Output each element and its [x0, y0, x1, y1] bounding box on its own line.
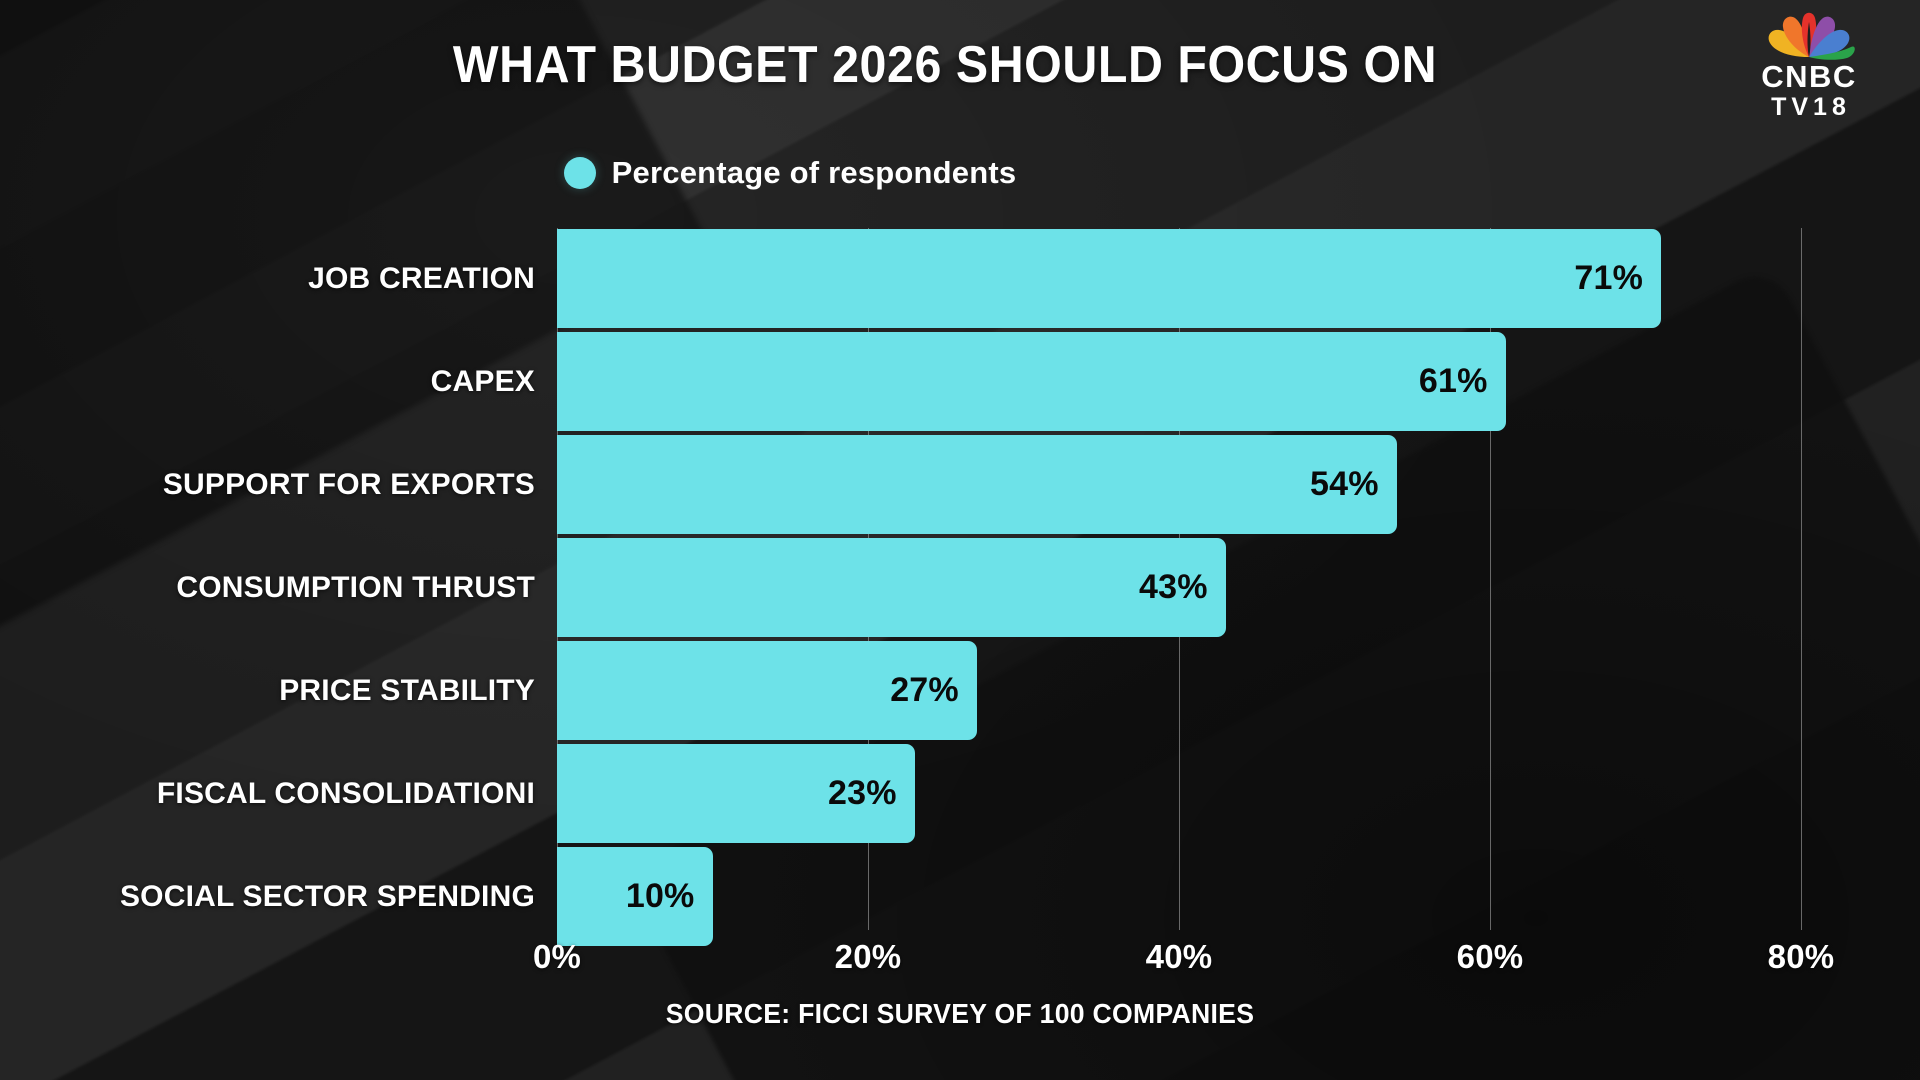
chart-row: SUPPORT FOR EXPORTS 54%	[0, 435, 1920, 534]
bar[interactable]: 27%	[557, 641, 977, 740]
source-note: SOURCE: FICCI SURVEY OF 100 COMPANIES	[665, 998, 1255, 1029]
category-label: CAPEX	[430, 364, 535, 398]
chart-row: JOB CREATION 71%	[0, 229, 1920, 328]
bar[interactable]: 43%	[557, 538, 1226, 637]
x-axis-tick-40%: 40%	[1145, 938, 1213, 975]
bar-value-label: 61%	[1418, 362, 1488, 400]
category-label: PRICE STABILITY	[279, 673, 535, 707]
x-axis-tick-labels: 0% 20% 40% 60% 80%	[0, 938, 1920, 990]
chart-row: CONSUMPTION THRUST 43%	[0, 538, 1920, 637]
category-label: CONSUMPTION THRUST	[176, 570, 535, 604]
bar-value-label: 54%	[1310, 465, 1379, 503]
chart-row: SOCIAL SECTOR SPENDING 10%	[0, 847, 1920, 946]
x-axis-tick-60%: 60%	[1456, 938, 1524, 975]
chart-row: CAPEX 61%	[0, 332, 1920, 431]
bar[interactable]: 71%	[557, 229, 1662, 328]
category-label: JOB CREATION	[308, 261, 535, 295]
category-label: SUPPORT FOR EXPORTS	[162, 467, 535, 501]
bar[interactable]: 23%	[557, 744, 915, 843]
chart-row: PRICE STABILITY 27%	[0, 641, 1920, 740]
bar[interactable]: 10%	[557, 847, 713, 946]
bar[interactable]: 54%	[557, 435, 1397, 534]
x-axis-tick-20%: 20%	[834, 938, 902, 975]
bar-value-label: 10%	[625, 877, 695, 915]
cnbc-tv18-logo: CNBC TV18	[1734, 8, 1884, 132]
page-title: WHAT BUDGET 2026 SHOULD FOCUS ON	[452, 36, 1438, 94]
bar-value-label: 43%	[1138, 568, 1208, 606]
x-axis-tick-0%: 0%	[532, 938, 582, 975]
chart-bars: JOB CREATION 71% CAPEX 61% SUPPORT FOR EXPOR…	[0, 229, 1920, 950]
logo-cnbc-text: CNBC	[1761, 59, 1857, 94]
bar[interactable]: 61%	[557, 332, 1506, 431]
chart-row: FISCAL CONSOLIDATIONI 23%	[0, 744, 1920, 843]
x-axis-tick-80%: 80%	[1767, 938, 1835, 975]
header: WHAT BUDGET 2026 SHOULD FOCUS ON	[0, 0, 1920, 150]
category-label: SOCIAL SECTOR SPENDING	[119, 879, 535, 913]
bar-value-label: 71%	[1574, 259, 1644, 297]
bar-value-label: 23%	[827, 774, 897, 812]
peacock-icon	[1768, 12, 1855, 60]
logo-tv18-text: TV18	[1771, 93, 1851, 121]
bar-value-label: 27%	[890, 671, 959, 709]
category-label: FISCAL CONSOLIDATIONI	[156, 776, 535, 810]
